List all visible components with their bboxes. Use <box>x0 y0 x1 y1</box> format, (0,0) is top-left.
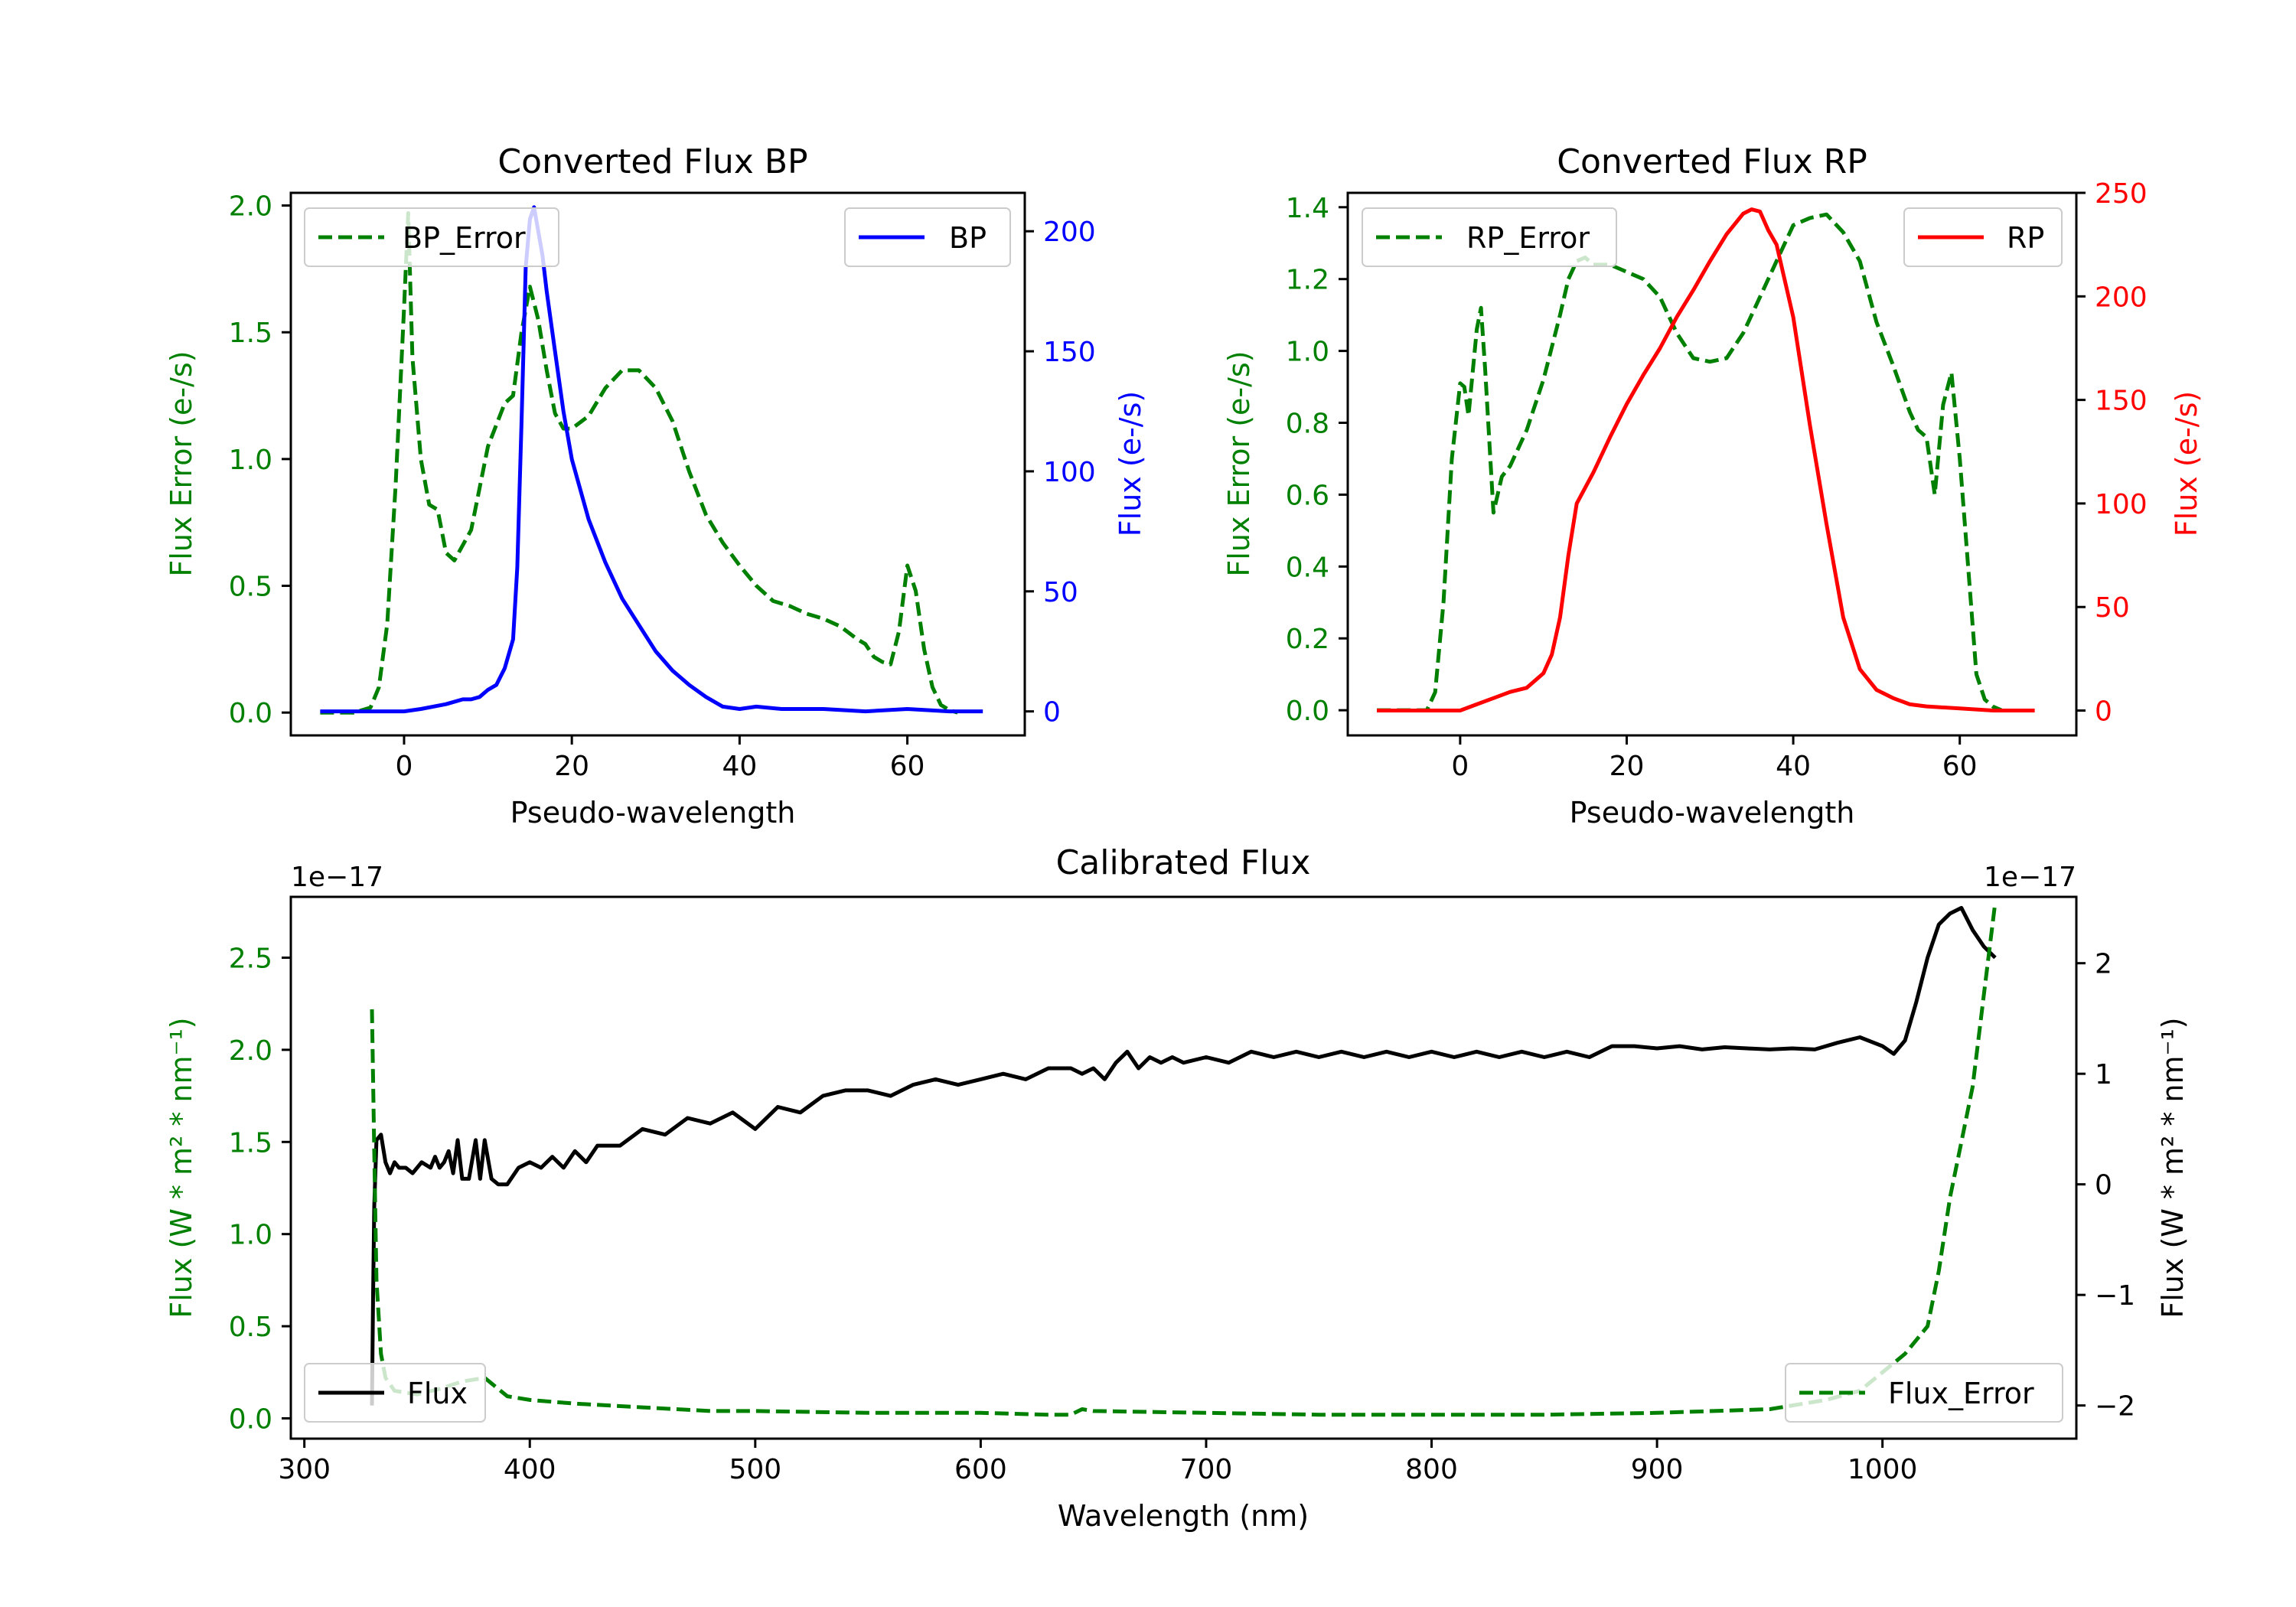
cal-left-tick-label: 2.0 <box>229 1035 272 1067</box>
bp-legend-flux[interactable]: BP <box>844 207 1011 267</box>
cal-series-flux <box>370 905 1997 1406</box>
cal-left-tick-label: 0.0 <box>229 1404 272 1436</box>
bp-legend-flux-label: BP <box>949 221 987 255</box>
rp-right-tick-label: 150 <box>2095 386 2148 417</box>
rp-right-tick-label: 0 <box>2095 696 2112 728</box>
calibrated-plot-frame <box>289 895 2078 1440</box>
cal-x-tick-label: 300 <box>278 1454 331 1485</box>
cal-left-tick-label: 1.5 <box>229 1127 272 1159</box>
bp-left-axis-label: Flux Error (e-/s) <box>165 350 198 576</box>
rp-left-tick-label: 1.0 <box>1286 337 1329 368</box>
calibrated-right-axis-label: Flux (W * m² * nm⁻¹) <box>2156 1017 2190 1318</box>
bp-right-tick-label: 50 <box>1043 577 1078 608</box>
calibrated-left-axis-label: Flux (W * m² * nm⁻¹) <box>165 1017 198 1318</box>
bp-x-tick-label: 40 <box>722 751 757 782</box>
rp-right-tick-label: 100 <box>2095 489 2148 520</box>
bp-right-tick-label: 100 <box>1043 457 1096 488</box>
rp-left-tick-label: 0.0 <box>1286 696 1329 727</box>
cal-left-tick-label: 0.5 <box>229 1312 272 1343</box>
cal-right-tick-label: 0 <box>2095 1170 2112 1201</box>
rp-legend-flux-label: RP <box>2007 221 2044 255</box>
rp-left-tick-label: 0.8 <box>1286 409 1329 440</box>
rp-x-tick-label: 40 <box>1776 751 1811 782</box>
cal-x-tick-label: 500 <box>729 1454 781 1485</box>
cal-x-tick-label: 900 <box>1631 1454 1684 1485</box>
bp-series <box>320 205 983 715</box>
rp-x-tick-label: 60 <box>1942 751 1978 782</box>
rp-right-axis-label: Flux (e-/s) <box>2170 391 2203 536</box>
bp-legend-error-label: BP_Error <box>403 221 526 255</box>
bp-series-bp <box>320 205 983 714</box>
cal-x-tick-label: 700 <box>1180 1454 1233 1485</box>
calibrated-legend-error-label: Flux_Error <box>1888 1377 2034 1410</box>
rp-series-rp <box>1377 207 2035 712</box>
bp-ticks: 0 20 40 60 0.0 0.5 1.0 1.5 2.0 0 50 100 150 200 <box>229 191 1096 782</box>
rp-right-tick-label: 200 <box>2095 282 2148 313</box>
rp-x-axis-label: Pseudo-wavelength <box>1570 796 1855 830</box>
bp-left-tick-label: 2.0 <box>229 191 272 223</box>
rp-ticks: 0 20 40 60 0.0 0.2 0.4 0.6 0.8 1.0 1.2 1.4 0 50 100 150… <box>1286 178 2148 782</box>
bp-x-tick-label: 0 <box>396 751 413 782</box>
cal-x-tick-label: 600 <box>954 1454 1007 1485</box>
rp-plot-frame <box>1346 191 2078 737</box>
rp-chart-title: Converted Flux RP <box>1557 142 1867 181</box>
bp-chart-title: Converted Flux BP <box>497 142 807 181</box>
rp-legend-flux[interactable]: RP <box>1903 207 2063 267</box>
rp-series-rp-error <box>1377 212 2003 712</box>
cal-right-tick-label: 1 <box>2095 1059 2112 1090</box>
bp-x-tick-label: 20 <box>554 751 589 782</box>
bp-right-tick-label: 200 <box>1043 217 1096 248</box>
calibrated-legend-error[interactable]: Flux_Error <box>1785 1363 2063 1423</box>
calibrated-chart: Calibrated Flux 300 400 500 600 700 800 900 100… <box>165 843 2190 1533</box>
rp-left-axis-label: Flux Error (e-/s) <box>1222 350 1256 576</box>
bp-right-tick-label: 150 <box>1043 337 1096 368</box>
bp-left-tick-label: 1.5 <box>229 318 272 349</box>
bp-chart: Converted Flux BP 0 20 40 60 0.0 0.5 1.0 1.5 2.0… <box>165 142 1147 830</box>
rp-left-tick-label: 0.4 <box>1286 552 1329 583</box>
bp-legend-error[interactable]: BP_Error <box>304 207 559 267</box>
cal-right-tick-label: 2 <box>2095 949 2112 980</box>
calibrated-left-offset-text: 1e−17 <box>291 862 383 893</box>
cal-left-tick-label: 2.5 <box>229 943 272 974</box>
rp-left-tick-label: 1.4 <box>1286 193 1329 224</box>
rp-right-tick-label: 50 <box>2095 592 2130 624</box>
cal-x-tick-label: 1000 <box>1848 1454 1918 1485</box>
calibrated-chart-title: Calibrated Flux <box>1056 843 1311 882</box>
bp-x-tick-label: 60 <box>890 751 925 782</box>
rp-left-tick-label: 0.6 <box>1286 480 1329 511</box>
calibrated-x-axis-label: Wavelength (nm) <box>1058 1499 1309 1533</box>
cal-x-tick-label: 800 <box>1405 1454 1458 1485</box>
rp-chart: Converted Flux RP 0 20 40 60 0.0 0.2 0.4 0.6 0.8… <box>1222 142 2203 830</box>
rp-x-tick-label: 0 <box>1451 751 1469 782</box>
bp-plot-frame <box>289 191 1026 737</box>
rp-series <box>1377 207 2035 712</box>
rp-left-tick-label: 1.2 <box>1286 265 1329 296</box>
bp-right-axis-label: Flux (e-/s) <box>1114 391 1147 536</box>
calibrated-legend-flux[interactable]: Flux <box>304 1363 486 1423</box>
rp-left-tick-label: 0.2 <box>1286 624 1329 655</box>
bp-left-tick-label: 1.0 <box>229 445 272 476</box>
bp-left-tick-label: 0.5 <box>229 572 272 603</box>
bp-right-tick-label: 0 <box>1043 697 1061 729</box>
bp-left-tick-label: 0.0 <box>229 698 272 729</box>
rp-legend-error-label: RP_Error <box>1466 221 1590 255</box>
rp-right-tick-label: 250 <box>2095 178 2148 210</box>
calibrated-right-offset-text: 1e−17 <box>1984 862 2076 893</box>
cal-x-tick-label: 400 <box>504 1454 556 1485</box>
cal-right-tick-label: −1 <box>2095 1280 2135 1312</box>
rp-legend-error[interactable]: RP_Error <box>1362 207 1617 267</box>
cal-left-tick-label: 1.0 <box>229 1220 272 1251</box>
cal-right-tick-label: −2 <box>2095 1391 2135 1423</box>
bp-series-bp-error <box>320 211 959 715</box>
bp-x-axis-label: Pseudo-wavelength <box>510 796 796 830</box>
calibrated-legend-flux-label: Flux <box>407 1377 468 1410</box>
calibrated-ticks: 300 400 500 600 700 800 900 1000 0.0 0.5 1.0 1.5 2.0… <box>229 943 2135 1485</box>
rp-x-tick-label: 20 <box>1609 751 1645 782</box>
